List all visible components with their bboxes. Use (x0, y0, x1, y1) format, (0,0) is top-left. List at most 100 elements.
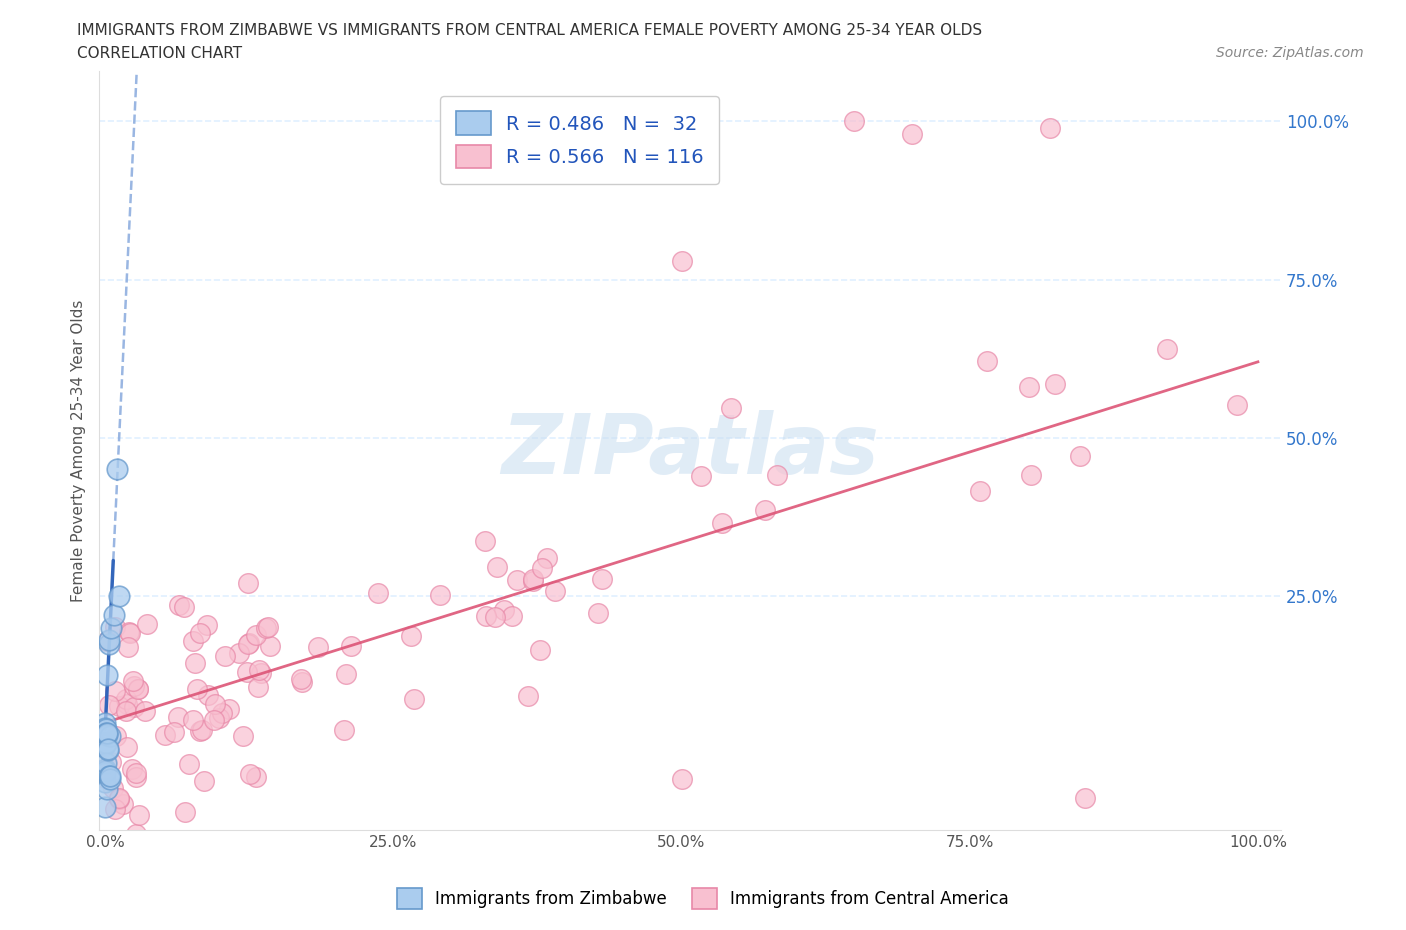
Point (153, 728, 176, 743)
Point (96, 781, 118, 796)
Point (108, 589, 131, 604)
Point (94, 715, 117, 730)
Point (544, 584, 567, 599)
Point (117, 639, 139, 654)
Point (97, 637, 120, 652)
Point (207, 711, 229, 725)
Point (228, 645, 250, 660)
Point (96, 725, 118, 740)
Point (188, 626, 211, 641)
Point (484, 610, 506, 625)
Point (671, 253, 693, 268)
Point (844, 114, 866, 129)
Point (112, 797, 135, 812)
Point (96, 633, 118, 648)
Point (239, 766, 262, 781)
Point (238, 636, 260, 651)
Point (290, 671, 312, 686)
Point (100, 620, 122, 635)
Point (125, 827, 148, 842)
Point (98, 768, 121, 783)
Point (245, 770, 267, 785)
Point (103, 607, 125, 622)
Point (96, 668, 118, 683)
Point (94, 720, 117, 735)
Point (485, 560, 508, 575)
Point (94, 736, 117, 751)
Point (204, 697, 226, 711)
Point (404, 692, 426, 707)
Point (125, 769, 148, 784)
Point (115, 697, 138, 711)
Point (1018, 379, 1040, 394)
Text: ZIPatlas: ZIPatlas (502, 410, 879, 491)
Point (1156, 341, 1178, 356)
Point (167, 710, 190, 724)
Point (181, 633, 204, 648)
Point (173, 600, 195, 615)
Point (689, 468, 711, 483)
Point (94, 764, 117, 778)
Point (127, 682, 149, 697)
Point (115, 739, 138, 754)
Point (1043, 377, 1066, 392)
Point (94, 737, 117, 752)
Point (401, 629, 423, 644)
Point (104, 619, 127, 634)
Point (969, 484, 991, 498)
Point (186, 682, 208, 697)
Point (339, 638, 361, 653)
Point (474, 534, 496, 549)
Point (238, 576, 260, 591)
Point (754, 503, 776, 518)
Point (531, 561, 554, 576)
Text: IMMIGRANTS FROM ZIMBABWE VS IMMIGRANTS FROM CENTRAL AMERICA FEMALE POVERTY AMONG: IMMIGRANTS FROM ZIMBABWE VS IMMIGRANTS F… (77, 23, 983, 38)
Point (588, 605, 610, 620)
Point (100, 729, 122, 744)
Point (108, 698, 131, 713)
Point (976, 353, 998, 368)
Point (97, 742, 120, 757)
Point (100, 755, 122, 770)
Point (591, 572, 613, 587)
Point (181, 712, 204, 727)
Point (307, 640, 329, 655)
Point (711, 516, 734, 531)
Point (901, 126, 924, 141)
Point (135, 617, 157, 631)
Point (236, 665, 259, 680)
Point (101, 780, 124, 795)
Point (134, 704, 156, 719)
Point (367, 586, 389, 601)
Point (256, 619, 278, 634)
Point (475, 608, 498, 623)
Point (254, 620, 277, 635)
Point (94, 800, 117, 815)
Text: CORRELATION CHART: CORRELATION CHART (77, 46, 242, 61)
Point (238, 637, 260, 652)
Point (128, 807, 150, 822)
Point (1226, 397, 1249, 412)
Point (97, 632, 120, 647)
Point (1069, 448, 1091, 463)
Point (94, 765, 117, 780)
Point (121, 762, 143, 777)
Point (94, 722, 117, 737)
Point (245, 628, 267, 643)
Point (197, 687, 219, 702)
Point (1039, 120, 1062, 135)
Point (291, 674, 314, 689)
Point (177, 756, 200, 771)
Point (246, 679, 269, 694)
Point (163, 724, 186, 739)
Point (94, 771, 117, 786)
Legend: Immigrants from Zimbabwe, Immigrants from Central America: Immigrants from Zimbabwe, Immigrants fro… (388, 880, 1018, 917)
Point (98, 698, 121, 712)
Point (107, 790, 129, 805)
Point (259, 638, 281, 653)
Point (94, 763, 117, 777)
Point (492, 603, 515, 618)
Point (98, 768, 121, 783)
Point (122, 673, 145, 688)
Point (114, 704, 136, 719)
